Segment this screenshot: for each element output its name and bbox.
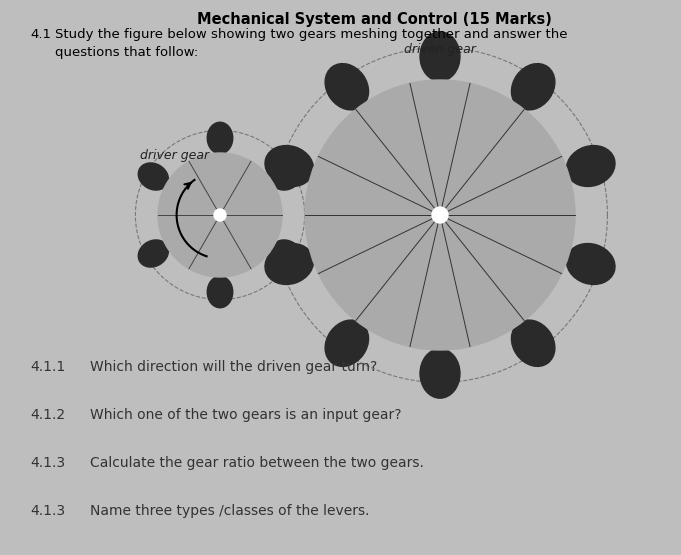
Circle shape	[158, 153, 282, 277]
Ellipse shape	[567, 244, 615, 285]
Text: 4.1.3: 4.1.3	[30, 504, 65, 518]
Text: questions that follow:: questions that follow:	[55, 46, 198, 59]
Ellipse shape	[207, 122, 233, 154]
Ellipse shape	[265, 244, 313, 285]
Ellipse shape	[420, 32, 460, 81]
Text: Study the figure below showing two gears meshing together and answer the: Study the figure below showing two gears…	[55, 28, 567, 41]
Ellipse shape	[511, 64, 555, 110]
Circle shape	[432, 207, 448, 223]
Text: Which direction will the driven gear turn?: Which direction will the driven gear tur…	[90, 360, 377, 374]
Ellipse shape	[272, 240, 302, 267]
Circle shape	[305, 80, 575, 350]
Ellipse shape	[325, 320, 368, 366]
Ellipse shape	[265, 145, 313, 186]
Ellipse shape	[138, 240, 168, 267]
Text: Name three types /classes of the levers.: Name three types /classes of the levers.	[90, 504, 370, 518]
Text: Calculate the gear ratio between the two gears.: Calculate the gear ratio between the two…	[90, 456, 424, 470]
Text: 4.1.1: 4.1.1	[30, 360, 65, 374]
Text: Which one of the two gears is an input gear?: Which one of the two gears is an input g…	[90, 408, 402, 422]
Text: driven gear: driven gear	[404, 43, 476, 57]
Ellipse shape	[511, 320, 555, 366]
Text: driver gear: driver gear	[140, 149, 210, 162]
Ellipse shape	[325, 64, 368, 110]
Ellipse shape	[420, 349, 460, 398]
Text: Mechanical System and Control (15 Marks): Mechanical System and Control (15 Marks)	[197, 12, 552, 27]
Ellipse shape	[207, 276, 233, 308]
Ellipse shape	[272, 163, 302, 190]
Text: 4.1: 4.1	[30, 28, 51, 41]
Ellipse shape	[138, 163, 168, 190]
Text: 4.1.3: 4.1.3	[30, 456, 65, 470]
Text: 4.1.2: 4.1.2	[30, 408, 65, 422]
Ellipse shape	[567, 145, 615, 186]
Circle shape	[214, 209, 226, 221]
